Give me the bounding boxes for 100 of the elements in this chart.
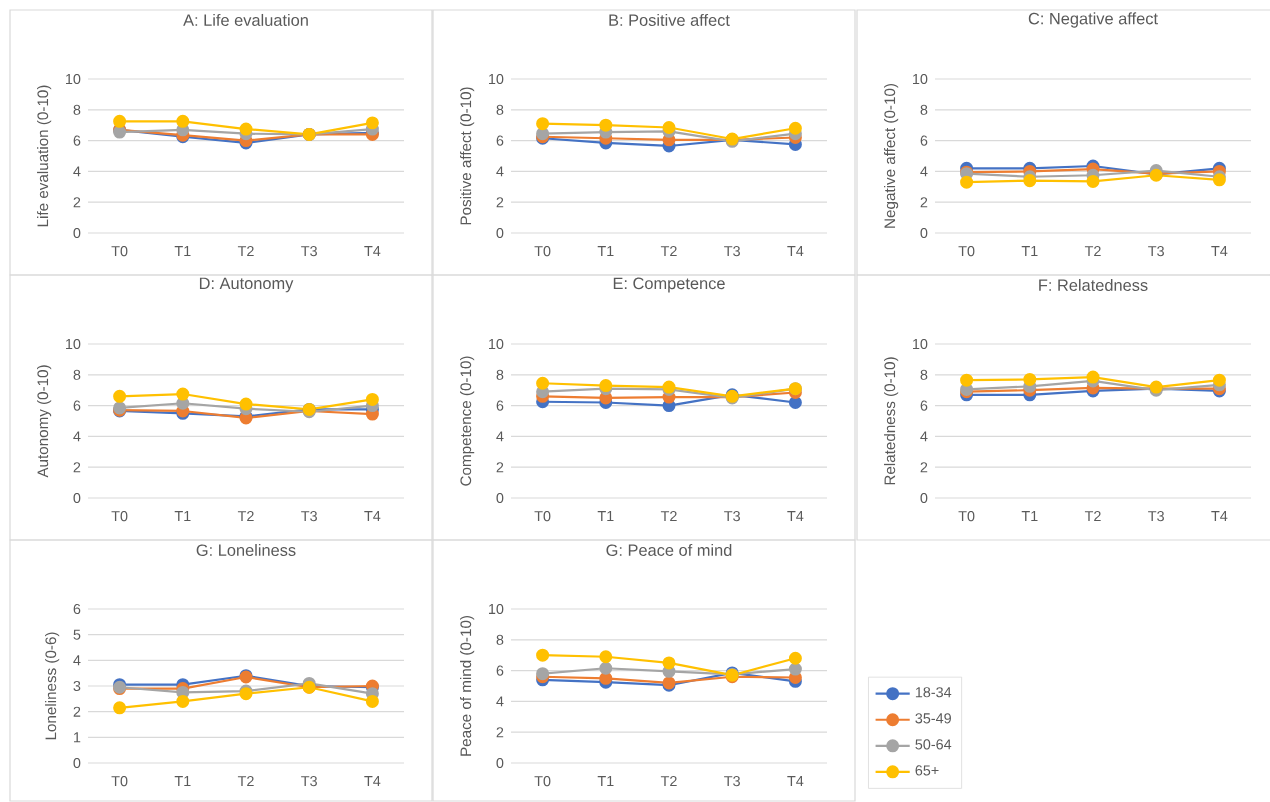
y-tick-label: 4 xyxy=(920,166,928,177)
y-tick-label: 0 xyxy=(73,492,81,504)
y-tick-label: 3 xyxy=(73,680,81,692)
legend-label: 35-49 xyxy=(915,713,951,724)
y-tick-label: 10 xyxy=(66,73,81,85)
x-tick-label: T1 xyxy=(174,511,191,521)
y-tick-label: 10 xyxy=(913,338,928,350)
y-axis-title: Relatedness (0-10) xyxy=(884,357,899,485)
y-tick-label: 2 xyxy=(496,727,504,738)
x-tick-label: T3 xyxy=(724,776,740,787)
legend-label: 50-64 xyxy=(915,739,952,750)
y-tick-label: 6 xyxy=(73,603,81,615)
chart-title: F: Relatedness xyxy=(1039,278,1148,291)
x-tick-label: T4 xyxy=(364,776,381,786)
y-tick-label: 0 xyxy=(73,227,81,239)
y-tick-label: 4 xyxy=(496,166,504,177)
y-tick-label: 10 xyxy=(489,338,504,350)
x-tick-label: T1 xyxy=(174,776,191,786)
x-tick-label: T2 xyxy=(237,246,254,257)
x-tick-label: T3 xyxy=(301,511,317,522)
y-tick-label: 2 xyxy=(73,462,81,473)
x-tick-label: T3 xyxy=(301,776,317,787)
x-tick-label: T0 xyxy=(111,511,128,522)
y-tick-label: 0 xyxy=(73,757,81,769)
x-tick-label: T4 xyxy=(364,246,381,256)
y-axis-title: Loneliness (0-6) xyxy=(45,632,60,740)
x-tick-label: T1 xyxy=(597,776,614,786)
y-tick-label: 0 xyxy=(920,492,928,504)
x-tick-label: T4 xyxy=(787,246,804,256)
x-tick-label: T0 xyxy=(534,776,551,787)
y-tick-label: 8 xyxy=(496,104,504,115)
x-tick-label: T1 xyxy=(1021,246,1038,256)
x-tick-label: T4 xyxy=(787,776,804,786)
y-tick-label: 2 xyxy=(920,462,928,473)
x-tick-label: T2 xyxy=(1084,246,1101,257)
x-tick-label: T0 xyxy=(958,511,975,522)
x-tick-label: T0 xyxy=(958,246,975,257)
x-tick-label: T3 xyxy=(1148,246,1164,257)
y-tick-label: 10 xyxy=(913,73,928,85)
chart-title: G: Peace of mind xyxy=(606,543,732,556)
y-tick-label: 8 xyxy=(496,634,504,645)
y-tick-label: 8 xyxy=(496,369,504,380)
y-tick-label: 4 xyxy=(496,431,504,442)
y-tick-label: 2 xyxy=(920,197,928,208)
legend-label: 65+ xyxy=(915,765,939,776)
y-tick-label: 10 xyxy=(66,338,81,350)
y-tick-label: 4 xyxy=(496,696,504,707)
y-axis-title: Competence (0-10) xyxy=(460,356,475,486)
y-tick-label: 6 xyxy=(496,135,504,146)
x-tick-label: T2 xyxy=(237,776,254,787)
x-tick-label: T1 xyxy=(597,246,614,256)
y-tick-label: 6 xyxy=(920,135,928,146)
x-tick-label: T2 xyxy=(1084,511,1101,522)
y-tick-label: 4 xyxy=(73,166,81,177)
chart-title: B: Positive affect xyxy=(609,13,730,26)
y-tick-label: 8 xyxy=(73,369,81,380)
x-tick-label: T3 xyxy=(724,511,740,522)
y-tick-label: 8 xyxy=(920,369,928,380)
y-tick-label: 6 xyxy=(73,135,81,146)
y-axis-title: Peace of mind (0-10) xyxy=(460,616,475,756)
y-tick-label: 6 xyxy=(496,665,504,676)
y-tick-label: 2 xyxy=(73,197,81,208)
x-tick-label: T0 xyxy=(111,246,128,257)
x-tick-label: T4 xyxy=(1211,246,1228,256)
chart-title: D: Autonomy xyxy=(199,277,294,293)
chart-title: A: Life evaluation xyxy=(183,13,308,26)
y-tick-label: 0 xyxy=(496,757,504,769)
y-tick-label: 0 xyxy=(496,492,504,504)
y-axis-title: Autonomy (0-10) xyxy=(37,365,52,478)
x-tick-label: T2 xyxy=(660,776,677,787)
y-tick-label: 6 xyxy=(73,400,81,411)
x-tick-label: T3 xyxy=(1148,511,1164,522)
y-tick-label: 8 xyxy=(73,104,81,115)
y-tick-label: 6 xyxy=(496,400,504,411)
chart-title: E: Competence xyxy=(613,277,725,293)
x-tick-label: T4 xyxy=(787,511,804,521)
y-tick-label: 5 xyxy=(73,629,81,640)
y-tick-label: 10 xyxy=(489,73,504,85)
y-axis-title: Life evaluation (0-10) xyxy=(37,85,52,227)
x-tick-label: T2 xyxy=(660,246,677,257)
y-axis-title: Positive affect (0-10) xyxy=(460,87,475,225)
x-tick-label: T4 xyxy=(1211,511,1228,521)
y-tick-label: 1 xyxy=(74,732,81,743)
y-tick-label: 10 xyxy=(489,603,504,615)
x-tick-label: T3 xyxy=(301,246,317,257)
y-tick-label: 2 xyxy=(496,197,504,208)
x-tick-label: T0 xyxy=(534,246,551,257)
y-axis-title: Negative affect (0-10) xyxy=(884,84,899,228)
x-tick-label: T1 xyxy=(597,511,614,521)
x-tick-label: T4 xyxy=(364,511,381,521)
y-tick-label: 6 xyxy=(920,400,928,411)
y-tick-label: 0 xyxy=(496,227,504,239)
x-tick-label: T1 xyxy=(1021,511,1038,521)
y-tick-label: 0 xyxy=(920,227,928,239)
y-tick-label: 8 xyxy=(920,104,928,115)
x-tick-label: T0 xyxy=(534,511,551,522)
legend-label: 18-34 xyxy=(915,687,952,698)
y-tick-label: 2 xyxy=(73,706,81,717)
chart-title: G: Loneliness xyxy=(196,543,296,557)
x-tick-label: T2 xyxy=(237,511,254,522)
